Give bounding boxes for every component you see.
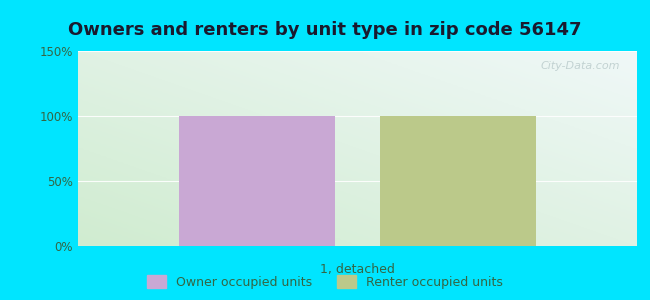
Text: 1, detached: 1, detached (320, 263, 395, 277)
Bar (380, 116, 536, 246)
Bar (179, 116, 335, 246)
Legend: Owner occupied units, Renter occupied units: Owner occupied units, Renter occupied un… (142, 270, 508, 294)
Text: Owners and renters by unit type in zip code 56147: Owners and renters by unit type in zip c… (68, 21, 582, 39)
Text: City-Data.com: City-Data.com (541, 61, 620, 71)
